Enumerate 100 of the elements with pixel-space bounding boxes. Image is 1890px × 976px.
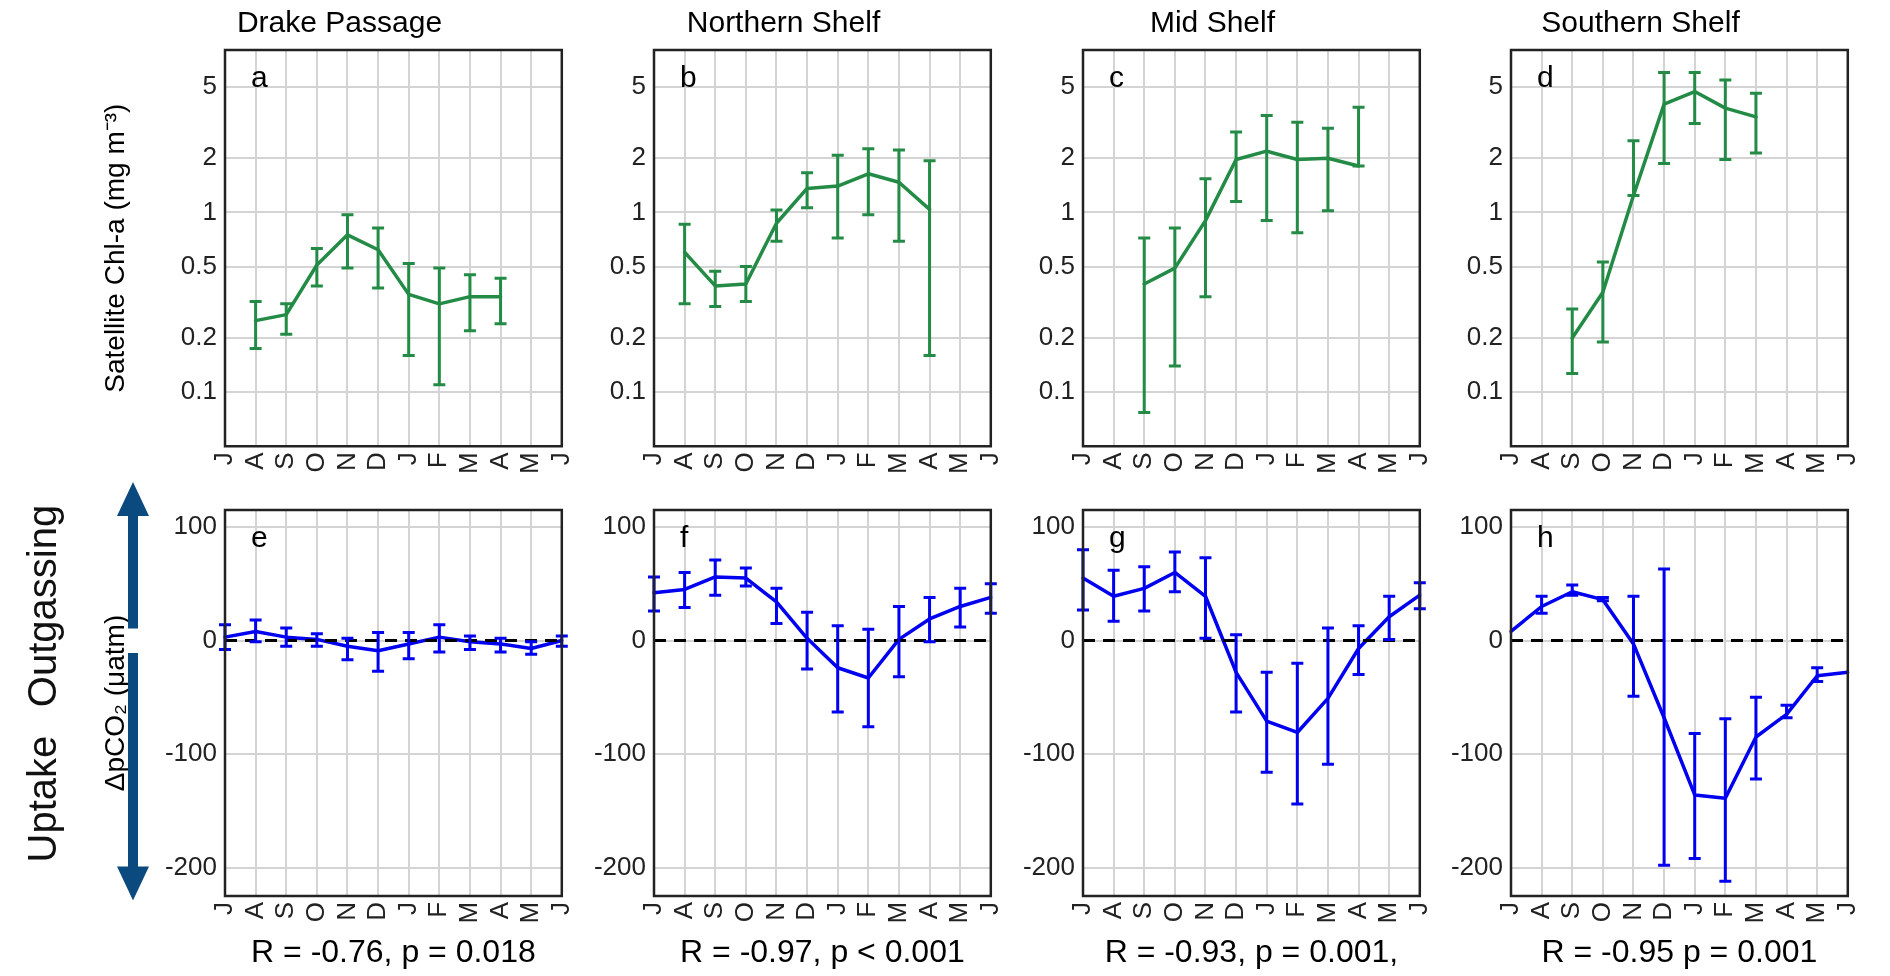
x-tick-label: N	[759, 901, 790, 921]
x-tick-label: J	[1677, 452, 1708, 466]
x-tick-label: S	[698, 901, 729, 920]
x-tick-label: J	[637, 452, 668, 466]
x-tick-label: S	[269, 901, 300, 920]
x-tick-label: F	[1280, 901, 1311, 918]
x-tick-label: M	[943, 452, 974, 475]
y-axis-title: Satellite Chl-a (mg m⁻³)	[98, 103, 130, 393]
x-tick-label: J	[391, 452, 422, 466]
y-tick-label: 0	[631, 623, 646, 654]
y-tick-label: 0.2	[1038, 321, 1075, 352]
x-tick-label: F	[1280, 452, 1311, 469]
y-tick-label: 1	[631, 195, 646, 226]
y-tick-label: 5	[202, 69, 217, 100]
x-tick-label: M	[943, 901, 974, 924]
y-tick-label: 1	[1488, 195, 1503, 226]
x-tick-label: M	[1800, 901, 1831, 924]
x-tick-label: N	[1616, 452, 1647, 472]
text: Uptake	[19, 736, 65, 863]
x-tick-label: M	[514, 901, 545, 924]
x-tick-label: S	[1555, 901, 1586, 920]
y-tick-label: 100	[173, 510, 217, 541]
x-tick-label: A	[1341, 901, 1372, 920]
y-tick-label: -100	[1450, 737, 1503, 768]
x-tick-label: A	[912, 901, 943, 920]
x-tick-label: M	[453, 901, 484, 924]
y-tick-label: 0.5	[1038, 249, 1075, 280]
x-tick-label: M	[1739, 452, 1770, 475]
x-tick-label: J	[973, 901, 1004, 915]
annotation: d	[1537, 60, 1554, 94]
y-tick-label: 0.5	[180, 249, 217, 280]
x-tick-label: A	[1096, 901, 1127, 920]
x-tick-label: M	[453, 452, 484, 475]
x-tick-label: M	[1311, 452, 1342, 475]
x-tick-label: J	[1494, 452, 1525, 466]
y-tick-label: -100	[164, 737, 217, 768]
y-tick-label: -100	[1022, 737, 1075, 768]
y-tick-label: 0	[202, 623, 217, 654]
x-axis-title: R = -0.76, p = 0.018	[251, 932, 536, 969]
y-tick-label: -200	[1022, 850, 1075, 881]
y-tick-label: 0.5	[1466, 249, 1503, 280]
y-tick-label: 2	[1060, 141, 1075, 172]
x-tick-label: A	[1769, 451, 1800, 470]
x-tick-label: J	[208, 452, 239, 466]
y-tick-label: 0	[1060, 623, 1075, 654]
y-tick-label: 0.1	[180, 375, 217, 406]
x-tick-label: F	[422, 901, 453, 918]
y-tick-label: 1	[202, 195, 217, 226]
x-tick-label: J	[1249, 901, 1280, 915]
x-tick-label: S	[1555, 452, 1586, 470]
x-tick-label: F	[422, 452, 453, 469]
x-tick-label: F	[1708, 452, 1739, 469]
text: Outgassing	[19, 505, 65, 708]
x-tick-label: N	[330, 452, 361, 472]
x-tick-label: M	[882, 901, 913, 924]
annotation: f	[680, 520, 689, 554]
x-tick-label: J	[1830, 452, 1861, 466]
x-tick-label: A	[1341, 451, 1372, 470]
x-tick-label: O	[729, 452, 760, 473]
x-tick-label: A	[238, 451, 269, 470]
x-tick-label: J	[1402, 901, 1433, 915]
y-tick-label: 5	[1060, 69, 1075, 100]
x-tick-label: O	[1586, 452, 1617, 473]
x-tick-label: D	[1647, 901, 1678, 921]
x-tick-label: D	[790, 901, 821, 921]
y-tick-label: 0.2	[1466, 321, 1503, 352]
x-tick-label: D	[1647, 452, 1678, 472]
x-tick-label: N	[330, 901, 361, 921]
x-tick-label: M	[1800, 452, 1831, 475]
y-tick-label: -200	[1450, 850, 1503, 881]
x-tick-label: J	[1249, 452, 1280, 466]
annotation: g	[1109, 520, 1126, 554]
annotation: c	[1109, 60, 1124, 94]
y-tick-label: 2	[202, 141, 217, 172]
x-tick-label: D	[361, 452, 392, 472]
y-tick-label: 0.5	[609, 249, 646, 280]
x-tick-label: M	[1739, 901, 1770, 924]
x-tick-label: A	[1524, 901, 1555, 920]
x-tick-label: O	[1158, 452, 1189, 473]
x-tick-label: A	[1524, 451, 1555, 470]
x-tick-label: M	[882, 452, 913, 475]
x-tick-label: M	[1372, 452, 1403, 475]
y-tick-label: 100	[1459, 510, 1503, 541]
x-tick-label: J	[1066, 901, 1097, 915]
x-tick-label: A	[912, 451, 943, 470]
annotation: b	[680, 60, 697, 94]
y-tick-label: 100	[1031, 510, 1075, 541]
x-tick-label: J	[544, 452, 575, 466]
x-tick-label: J	[544, 901, 575, 915]
x-axis-title: R = -0.93, p = 0.001,	[1104, 932, 1399, 969]
x-tick-label: M	[1372, 901, 1403, 924]
y-tick-label: 0.1	[609, 375, 646, 406]
x-tick-label: J	[637, 901, 668, 915]
x-tick-label: O	[300, 901, 331, 923]
x-tick-label: J	[820, 901, 851, 915]
x-tick-label: S	[269, 452, 300, 470]
chart-title: Drake Passage	[236, 5, 443, 39]
x-tick-label: S	[1127, 452, 1158, 470]
x-tick-label: O	[1586, 901, 1617, 923]
x-tick-label: J	[973, 452, 1004, 466]
